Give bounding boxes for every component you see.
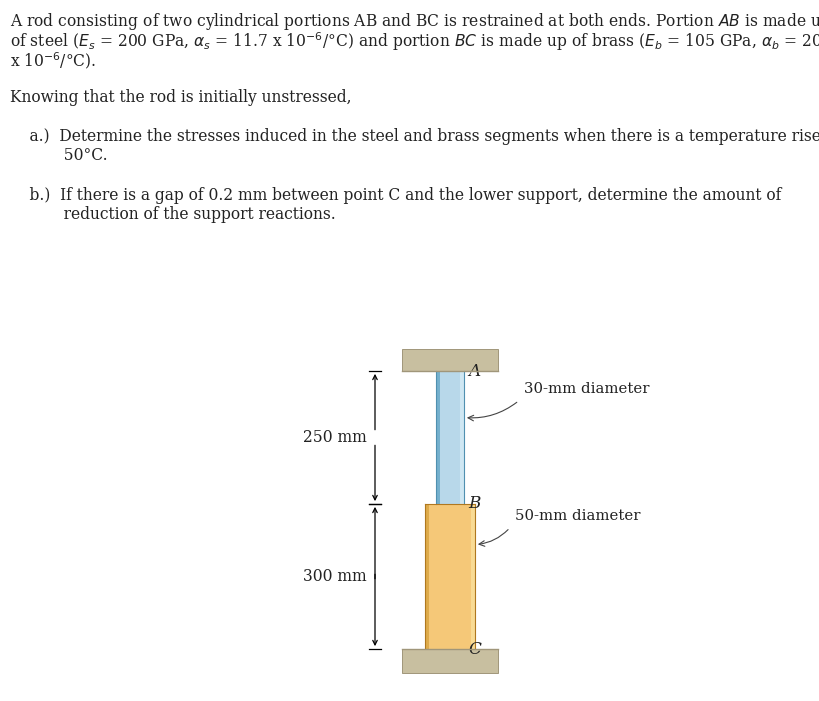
Bar <box>402 649 498 673</box>
Text: 50-mm diameter: 50-mm diameter <box>515 509 640 523</box>
Text: B: B <box>468 496 481 512</box>
Text: A: A <box>468 362 480 379</box>
Text: of steel ($E_s$ = 200 GPa, $\alpha_s$ = 11.7 x 10$^{-6}$/°C) and portion $\mathi: of steel ($E_s$ = 200 GPa, $\alpha_s$ = … <box>10 31 819 53</box>
Text: A rod consisting of two cylindrical portions AB and BC is restrained at both end: A rod consisting of two cylindrical port… <box>10 11 819 32</box>
Bar <box>460 371 464 504</box>
Bar <box>436 371 440 504</box>
Text: b.)  If there is a gap of 0.2 mm between point C and the lower support, determin: b.) If there is a gap of 0.2 mm between … <box>10 186 781 203</box>
Text: C: C <box>468 641 481 658</box>
Text: 250 mm: 250 mm <box>303 429 367 446</box>
Text: 30-mm diameter: 30-mm diameter <box>524 381 649 395</box>
Text: a.)  Determine the stresses induced in the steel and brass segments when there i: a.) Determine the stresses induced in th… <box>10 128 819 145</box>
Text: Knowing that the rod is initially unstressed,: Knowing that the rod is initially unstre… <box>10 89 351 106</box>
Text: 50°C.: 50°C. <box>10 147 107 165</box>
Bar <box>425 504 429 649</box>
Bar <box>402 349 498 371</box>
Text: 300 mm: 300 mm <box>303 568 367 585</box>
Text: x 10$^{-6}$/°C).: x 10$^{-6}$/°C). <box>10 50 97 71</box>
Bar <box>425 504 475 649</box>
Bar <box>471 504 475 649</box>
Bar <box>436 371 464 504</box>
Text: reduction of the support reactions.: reduction of the support reactions. <box>10 206 336 223</box>
